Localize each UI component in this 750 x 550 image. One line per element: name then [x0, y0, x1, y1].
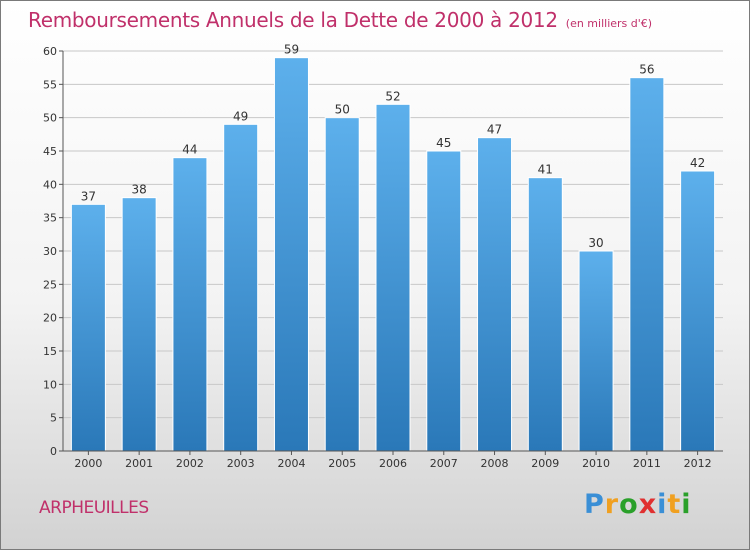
chart-unit: (en milliers d'€)	[565, 17, 653, 30]
logo-letter: x	[638, 489, 658, 520]
bar-2008	[477, 137, 513, 452]
logo-letter: P	[584, 489, 605, 520]
x-tick-label-2001: 2001	[125, 457, 153, 470]
data-label-2002: 44	[182, 143, 197, 157]
proxiti-logo: Proxiti	[584, 489, 692, 520]
x-tick-label-2012: 2012	[684, 457, 712, 470]
data-label-2007: 45	[436, 136, 451, 150]
chart-title: Remboursements Annuels de la Dette de 20…	[28, 8, 558, 32]
bars-layer: 37 38 44 49 59 50 52 45 47 41 30 56 42	[70, 43, 716, 452]
data-label-2012: 42	[690, 156, 705, 170]
y-tick-label: 60	[43, 45, 57, 58]
x-tick-label-2011: 2011	[633, 457, 661, 470]
data-label-2004: 59	[284, 43, 299, 57]
data-label-2009: 41	[538, 163, 553, 177]
y-tick-label: 35	[43, 212, 57, 225]
axis-layer: 0 5 10 15 20 25 30 35 40 45 50 55 60 2000 2001 2002 2003…	[43, 45, 723, 470]
y-tick-label: 0	[50, 445, 57, 458]
y-tick-label: 30	[43, 245, 57, 258]
x-tick-label-2004: 2004	[277, 457, 305, 470]
x-tick-label-2000: 2000	[74, 457, 102, 470]
bar-2006	[375, 103, 411, 452]
data-label-2011: 56	[639, 63, 654, 77]
bar-2003	[223, 123, 259, 452]
bar-2002	[172, 157, 208, 452]
x-tick-label-2010: 2010	[582, 457, 610, 470]
data-label-2003: 49	[233, 109, 248, 123]
y-tick-label: 45	[43, 145, 57, 158]
x-tick-label-2006: 2006	[379, 457, 407, 470]
bar-2005	[324, 117, 360, 452]
y-tick-label: 55	[43, 78, 57, 91]
y-tick-label: 25	[43, 278, 57, 291]
data-label-2005: 50	[335, 103, 350, 117]
logo-letter: o	[619, 489, 639, 520]
bar-2007	[426, 150, 462, 452]
bar-2010	[578, 250, 614, 452]
x-tick-label-2007: 2007	[430, 457, 458, 470]
x-tick-label-2003: 2003	[227, 457, 255, 470]
y-tick-label: 5	[50, 412, 57, 425]
x-tick-label-2009: 2009	[531, 457, 559, 470]
data-label-2010: 30	[588, 236, 603, 250]
y-tick-label: 40	[43, 178, 57, 191]
data-label-2000: 37	[81, 189, 96, 203]
bar-2004	[273, 57, 309, 452]
data-label-2008: 47	[487, 123, 502, 137]
x-tick-label-2008: 2008	[481, 457, 509, 470]
bar-2009	[527, 177, 563, 452]
x-tick-label-2005: 2005	[328, 457, 356, 470]
bar-2011	[629, 77, 665, 452]
data-label-2006: 52	[385, 89, 400, 103]
bar-2012	[680, 170, 716, 452]
y-tick-label: 50	[43, 112, 57, 125]
title-row: Remboursements Annuels de la Dette de 20…	[28, 8, 652, 32]
bar-2001	[121, 197, 157, 452]
y-tick-label: 20	[43, 312, 57, 325]
data-label-2001: 38	[132, 183, 147, 197]
y-tick-label: 15	[43, 345, 57, 358]
bar-2000	[70, 203, 106, 452]
y-tick-label: 10	[43, 378, 57, 391]
logo-letter: i	[657, 489, 668, 520]
logo-letter: i	[681, 489, 692, 520]
logo-letter: t	[667, 489, 682, 520]
logo-letter: r	[604, 489, 620, 520]
commune-name: ARPHEUILLES	[39, 498, 149, 518]
x-tick-label-2002: 2002	[176, 457, 204, 470]
